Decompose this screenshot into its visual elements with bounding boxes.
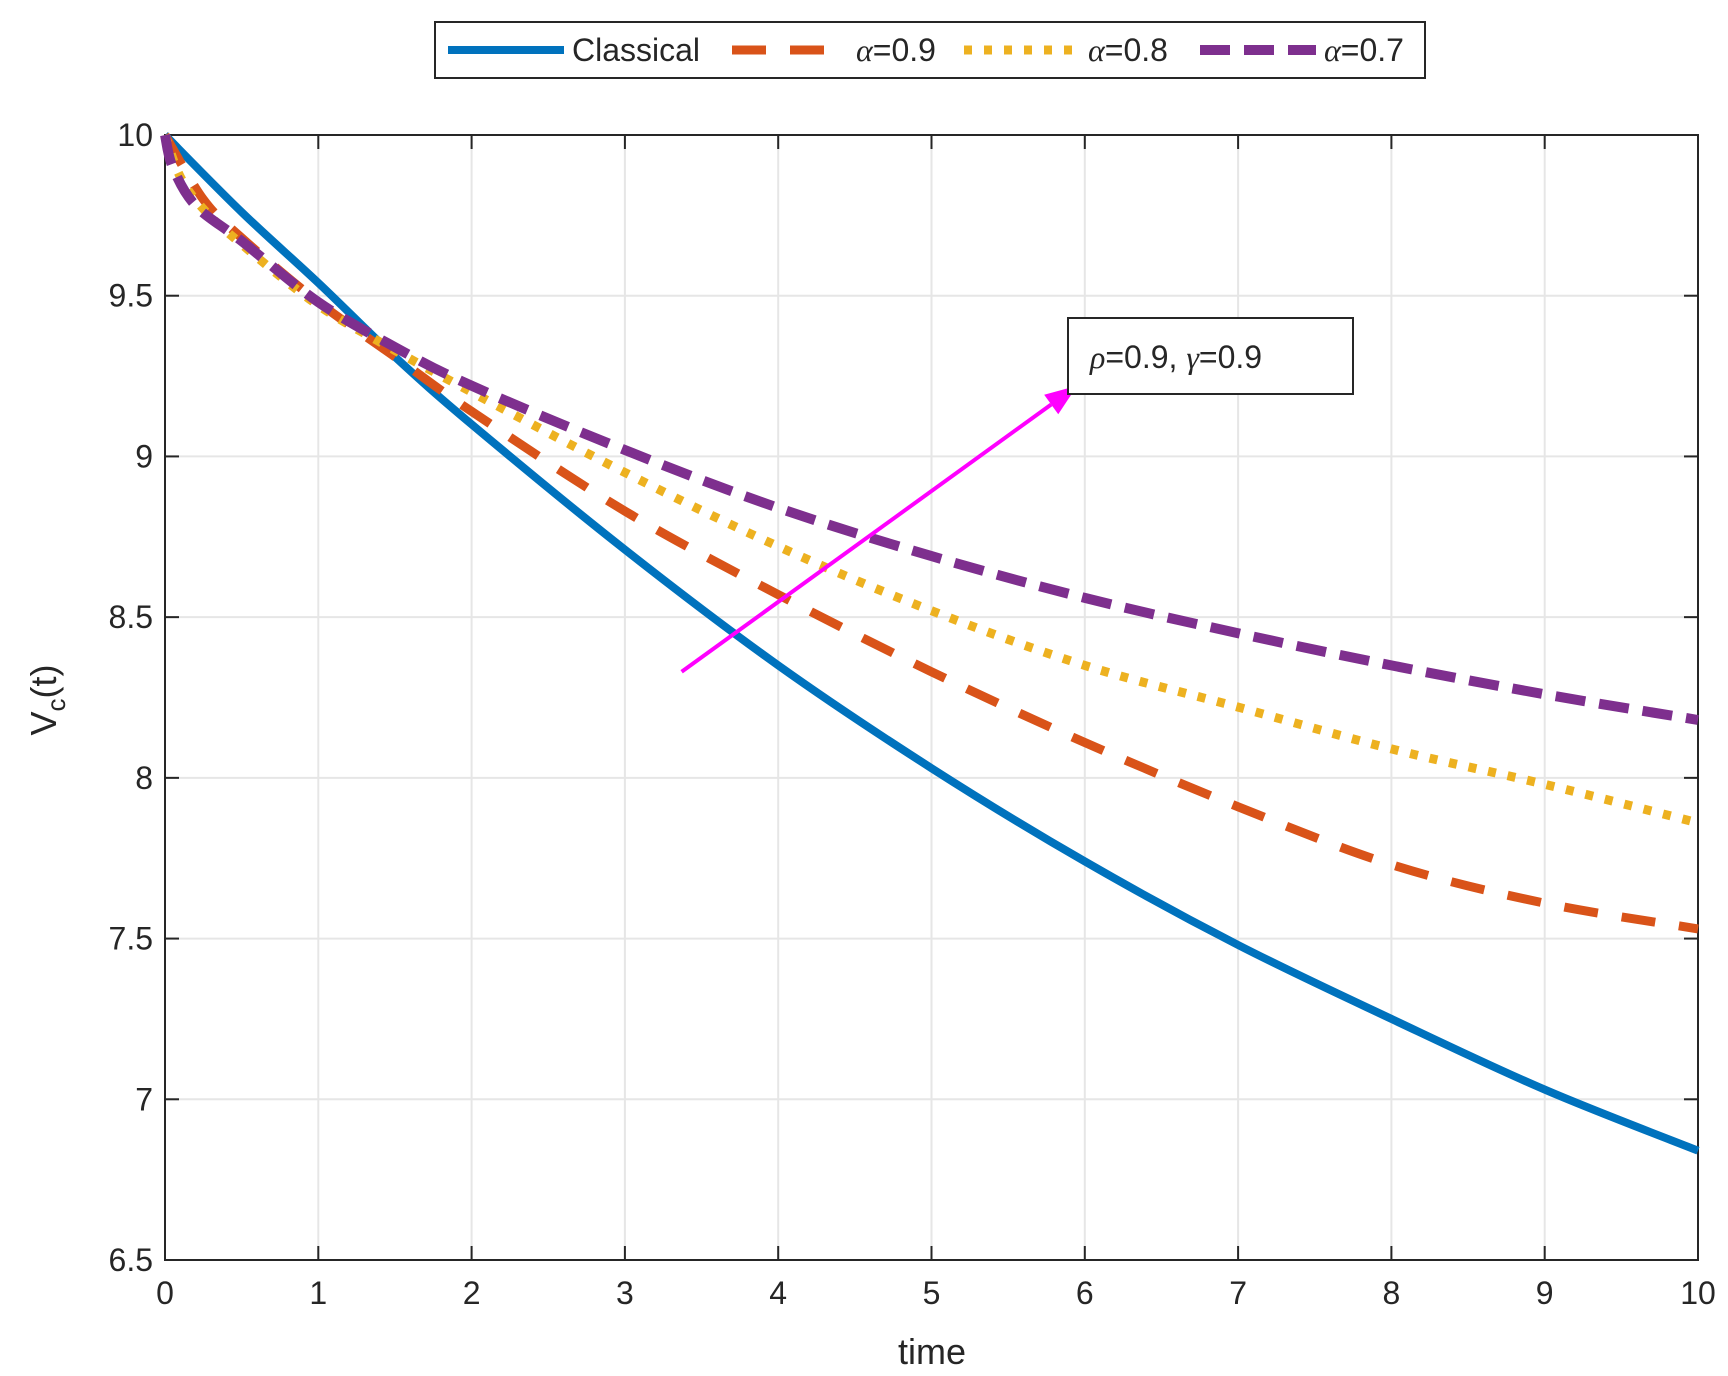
rho-value: =0.9, (1105, 339, 1186, 375)
y-axis-label-suffix: (t) (23, 665, 64, 699)
y-axis-label-sub: c (41, 698, 71, 711)
legend-value: Classical (572, 32, 700, 68)
legend-label: α=0.7 (1324, 32, 1404, 68)
legend-label: α=0.8 (1088, 32, 1168, 68)
gamma-value: =0.9 (1199, 339, 1262, 375)
legend-label: α=0.9 (856, 32, 936, 68)
legend: Classical α=0.9 α=0.8 α=0.7 (434, 21, 1426, 79)
x-tick-label: 10 (1680, 1275, 1716, 1311)
x-tick-label: 1 (309, 1275, 327, 1311)
x-tick-label: 6 (1076, 1275, 1094, 1311)
annotation-box (1067, 317, 1354, 395)
annotation-text: ρ=0.9, γ=0.9 (1089, 339, 1262, 375)
x-tick-label: 4 (769, 1275, 787, 1311)
legend-alpha-symbol: α (1324, 32, 1342, 68)
x-tick-label: 0 (156, 1275, 174, 1311)
x-tick-label: 5 (923, 1275, 941, 1311)
x-tick-label: 3 (616, 1275, 634, 1311)
y-tick-label: 10 (117, 117, 153, 153)
y-axis-label: Vc(t) (23, 665, 71, 736)
x-tick-label: 9 (1536, 1275, 1554, 1311)
grid-lines (164, 134, 1699, 1261)
annotation-arrow (680, 402, 1053, 674)
legend-alpha-symbol: α (1088, 32, 1106, 68)
y-tick-label: 7.5 (109, 921, 153, 957)
gamma-symbol: γ (1186, 339, 1200, 375)
series-layer (160, 132, 1700, 1155)
y-tick-label: 8 (135, 760, 153, 796)
series-line-alpha-0-7 (160, 133, 1699, 725)
y-tick-label: 9 (135, 438, 153, 474)
series-line-classical (162, 132, 1700, 1155)
legend-label: Classical (572, 32, 700, 68)
y-tick-label: 7 (135, 1081, 153, 1117)
legend-value: =0.9 (873, 32, 936, 68)
legend-value: =0.8 (1105, 32, 1168, 68)
y-tick-label: 9.5 (109, 278, 153, 314)
legend-value: =0.7 (1341, 32, 1404, 68)
annotation: ρ=0.9, γ=0.9 (680, 317, 1354, 674)
x-axis-label: time (898, 1331, 966, 1372)
axis-ticks: 0 1 2 3 4 5 6 7 8 9 10 6.5 7 7.5 8 8.5 9 9.5 10 (109, 117, 1716, 1311)
x-tick-label: 7 (1229, 1275, 1247, 1311)
rho-symbol: ρ (1089, 339, 1105, 375)
x-tick-label: 2 (463, 1275, 481, 1311)
series-line-alpha-0-9 (161, 132, 1699, 934)
x-tick-label: 8 (1383, 1275, 1401, 1311)
y-tick-label: 6.5 (109, 1242, 153, 1278)
y-tick-label: 8.5 (109, 599, 153, 635)
y-axis-label-main: V (23, 711, 64, 735)
legend-alpha-symbol: α (856, 32, 874, 68)
